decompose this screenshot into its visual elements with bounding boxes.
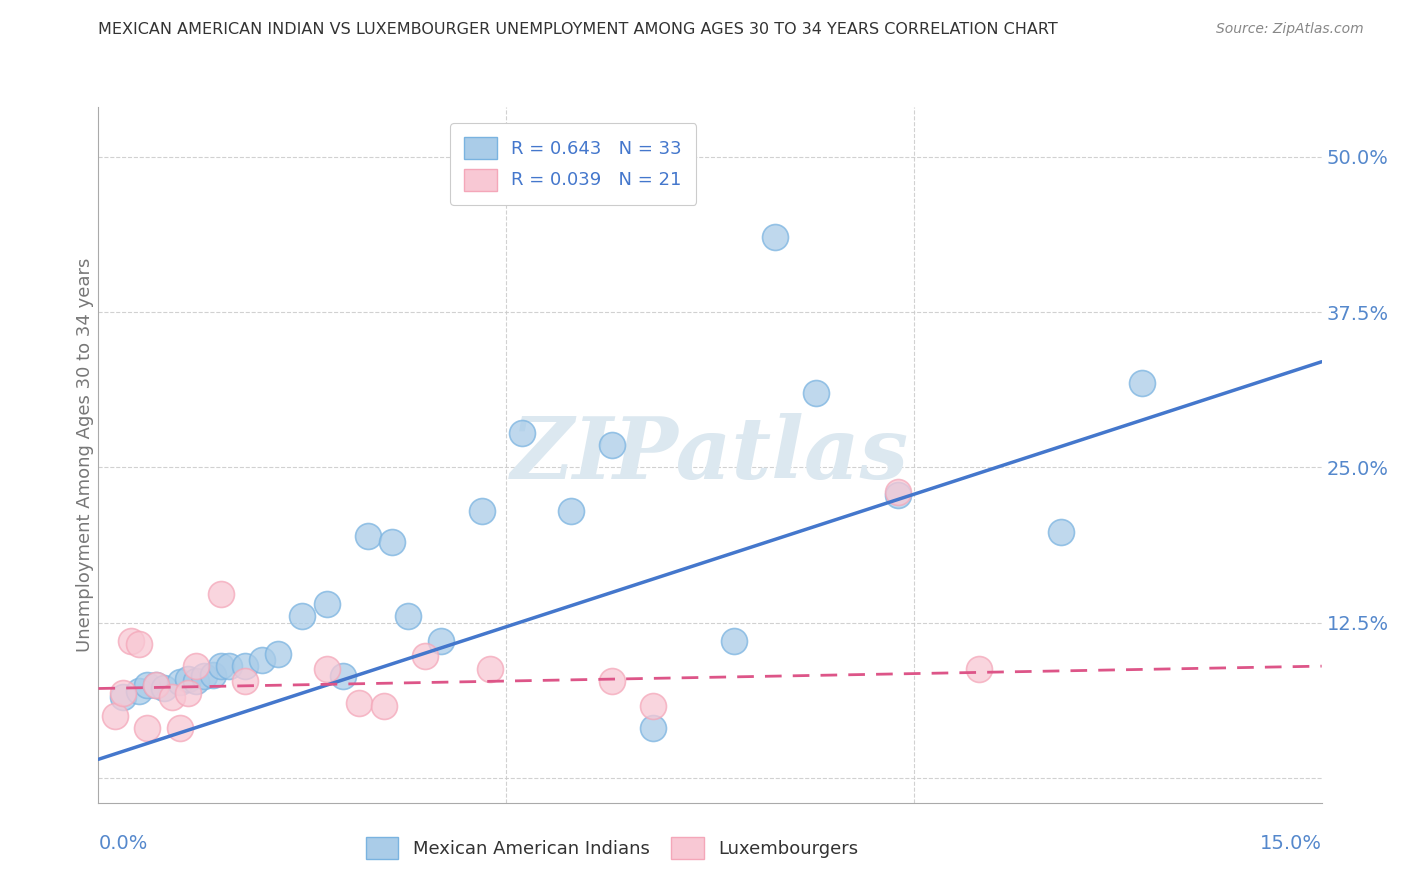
Point xyxy=(886,485,908,500)
Point xyxy=(209,587,232,601)
Point xyxy=(1049,524,1071,539)
Point xyxy=(967,662,990,676)
Point xyxy=(471,504,494,518)
Legend: Mexican American Indians, Luxembourgers: Mexican American Indians, Luxembourgers xyxy=(352,822,873,874)
Point xyxy=(201,668,224,682)
Point xyxy=(396,609,419,624)
Point xyxy=(413,649,436,664)
Text: ZIPatlas: ZIPatlas xyxy=(510,413,910,497)
Point xyxy=(177,686,200,700)
Point xyxy=(186,659,208,673)
Point xyxy=(315,662,337,676)
Point xyxy=(804,385,827,400)
Point xyxy=(152,681,174,696)
Point xyxy=(193,669,215,683)
Point xyxy=(250,653,273,667)
Point xyxy=(430,634,453,648)
Point xyxy=(186,674,208,689)
Point xyxy=(104,708,127,723)
Point xyxy=(136,721,159,735)
Point xyxy=(332,669,354,683)
Point xyxy=(373,698,395,713)
Point xyxy=(560,504,582,518)
Point xyxy=(120,634,142,648)
Point xyxy=(349,697,371,711)
Point xyxy=(169,721,191,735)
Point xyxy=(641,721,664,735)
Point xyxy=(600,674,623,689)
Text: Source: ZipAtlas.com: Source: ZipAtlas.com xyxy=(1216,22,1364,37)
Point xyxy=(233,674,256,689)
Point xyxy=(111,690,134,705)
Point xyxy=(111,686,134,700)
Point xyxy=(478,662,501,676)
Point xyxy=(723,634,745,648)
Point xyxy=(233,659,256,673)
Point xyxy=(1130,376,1153,390)
Point xyxy=(145,678,167,692)
Point xyxy=(356,529,378,543)
Point xyxy=(145,678,167,692)
Point xyxy=(177,672,200,686)
Point xyxy=(381,534,404,549)
Point xyxy=(886,488,908,502)
Point xyxy=(218,659,240,673)
Point xyxy=(512,425,534,440)
Point xyxy=(128,637,150,651)
Y-axis label: Unemployment Among Ages 30 to 34 years: Unemployment Among Ages 30 to 34 years xyxy=(76,258,94,652)
Point xyxy=(169,675,191,690)
Point xyxy=(267,647,290,661)
Text: 15.0%: 15.0% xyxy=(1260,834,1322,853)
Point xyxy=(291,609,314,624)
Point xyxy=(209,659,232,673)
Point xyxy=(641,698,664,713)
Point xyxy=(136,678,159,692)
Point xyxy=(600,438,623,452)
Point xyxy=(763,230,786,244)
Text: 0.0%: 0.0% xyxy=(98,834,148,853)
Text: MEXICAN AMERICAN INDIAN VS LUXEMBOURGER UNEMPLOYMENT AMONG AGES 30 TO 34 YEARS C: MEXICAN AMERICAN INDIAN VS LUXEMBOURGER … xyxy=(98,22,1059,37)
Point xyxy=(160,690,183,705)
Point xyxy=(128,684,150,698)
Point xyxy=(315,597,337,611)
